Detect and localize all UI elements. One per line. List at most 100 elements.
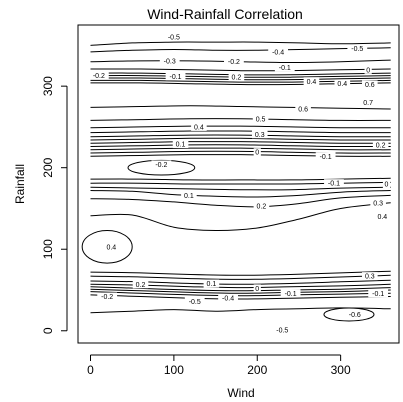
contour-label-bg-10: [303, 77, 320, 86]
contour-label-bg-20: [315, 152, 336, 161]
contour-line-34: [90, 41, 391, 46]
contour-label-12: 0.6: [365, 82, 375, 89]
contour-label-bg-15: [252, 114, 269, 123]
contour-line-31: [90, 68, 391, 72]
contour-label-bg-31: [132, 280, 149, 289]
contour-label-bg-23: [324, 179, 344, 188]
contour-label-bg-32: [203, 279, 220, 288]
contour-label-25: 0.1: [184, 193, 194, 200]
contour-label-bg-0: [163, 33, 184, 42]
closed-contour-0: [127, 159, 196, 176]
contour-label-1: -0.4: [272, 49, 284, 56]
contour-lines: [81, 41, 391, 322]
contour-line-24: [90, 118, 391, 121]
contour-label-40: -0.5: [276, 327, 288, 334]
contour-label-bg-16: [191, 122, 207, 131]
contour-label-bg-27: [370, 198, 386, 207]
contour-line-12: [90, 186, 391, 191]
contour-label-bg-36: [184, 297, 205, 306]
contour-label-bg-11: [334, 79, 351, 88]
contour-label-bg-37: [218, 294, 238, 303]
contour-label-22: -0.2: [155, 162, 167, 169]
contour-label-23: -0.1: [328, 181, 340, 188]
x-tick-label-100: 100: [164, 363, 184, 377]
contour-label-bg-35: [97, 292, 118, 301]
contour-label-bg-8: [165, 72, 186, 81]
contour-label-0: -0.5: [168, 35, 180, 42]
contour-label-bg-30: [362, 272, 378, 281]
y-tick-label-100: 100: [41, 239, 55, 259]
contour-label-19: 0: [255, 150, 259, 157]
contour-line-17: [90, 147, 391, 151]
contour-label-7: -0.2: [93, 73, 105, 80]
contour-label-bg-21: [372, 140, 389, 149]
contour-line-21: [90, 134, 391, 138]
contour-line-18: [90, 144, 391, 148]
chart-title: Wind-Rainfall Correlation: [147, 6, 303, 22]
contour-label-bg-1: [268, 47, 289, 56]
contour-label-bg-33: [253, 284, 261, 293]
contour-label-14: 0.6: [298, 106, 308, 113]
contour-label-35: -0.2: [101, 294, 113, 301]
contour-line-7: [90, 274, 391, 280]
x-axis: 0 100 200 300: [87, 354, 351, 377]
contour-line-15: [90, 154, 391, 157]
contour-label-6: 0: [366, 67, 370, 74]
contour-label-bg-19: [253, 148, 261, 157]
contour-label-bg-5: [274, 63, 295, 72]
y-tick-label-200: 200: [41, 157, 55, 177]
contour-label-4: -0.2: [228, 59, 240, 66]
contour-label-24: 0: [385, 182, 389, 189]
contour-label-bg-4: [224, 57, 244, 66]
contour-label-36: -0.5: [189, 299, 201, 306]
x-tick-label-0: 0: [87, 363, 94, 377]
contour-label-bg-34: [368, 289, 389, 298]
contour-label-37: -0.4: [222, 296, 234, 303]
contour-label-30: 0.3: [365, 274, 375, 281]
contour-label-29: 0.4: [106, 244, 116, 251]
contour-label-21: 0.2: [376, 142, 386, 149]
contour-line-3: [90, 288, 391, 294]
contour-label-bg-12: [362, 80, 378, 89]
contour-line-2: [90, 291, 391, 297]
contour-label-bg-40: [272, 325, 293, 334]
contour-label-32: 0.1: [207, 281, 217, 288]
contour-line-11: [90, 190, 391, 198]
contour-label-34: -0.1: [372, 291, 384, 298]
contour-label-bg-14: [295, 104, 311, 113]
closed-contour-2: [323, 307, 375, 322]
contour-label-bg-29: [103, 242, 120, 251]
contour-label-bg-7: [88, 71, 109, 80]
contour-label-20: -0.1: [320, 154, 332, 161]
contour-label-33: 0: [255, 286, 259, 293]
plot-frame: [77, 24, 400, 344]
contour-line-16: [90, 150, 391, 154]
contour-label-26: 0.2: [257, 204, 267, 211]
contour-label-bg-17: [251, 130, 268, 139]
contour-label-11: 0.4: [337, 81, 347, 88]
contour-label-10: 0.4: [307, 79, 317, 86]
contour-label-bg-3: [159, 56, 180, 65]
contour-label-bg-18: [172, 140, 189, 149]
contour-label-18: 0.1: [176, 142, 186, 149]
contour-line-1: [90, 294, 391, 300]
contour-line-25: [90, 105, 391, 110]
contour-label-bg-13: [360, 98, 376, 107]
contour-labels: -0.5 -0.4 -0.5 -0.3 -0.2 -0.1 0 -0.2 -0.1 0.2 0.4 0…: [88, 33, 391, 334]
contour-label-bg-28: [374, 212, 391, 221]
contour-label-27: 0.3: [373, 200, 383, 207]
contour-label-bg-38: [280, 289, 301, 298]
contour-line-9: [90, 202, 391, 232]
contour-label-bg-6: [364, 65, 372, 74]
x-tick-label-300: 300: [331, 363, 351, 377]
contour-line-10: [90, 194, 391, 208]
contour-label-bg-2: [347, 44, 368, 53]
contour-label-bg-25: [181, 191, 197, 200]
contour-line-19: [90, 141, 391, 144]
closed-contour-1: [81, 229, 133, 264]
contour-label-5: -0.1: [279, 65, 291, 72]
contour-label-3: -0.3: [164, 58, 176, 65]
contour-label-bg-26: [253, 202, 270, 211]
contour-label-13: 0.7: [363, 100, 373, 107]
